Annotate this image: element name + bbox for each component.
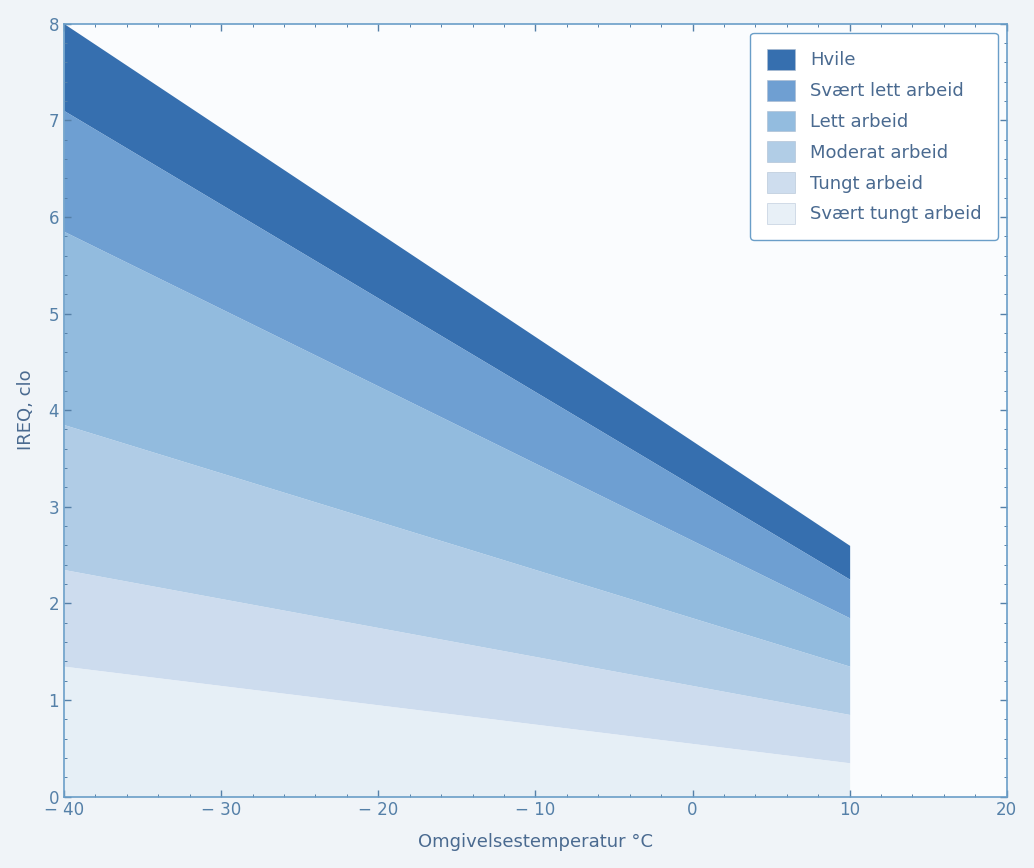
Y-axis label: IREQ, clo: IREQ, clo xyxy=(17,370,35,450)
X-axis label: Omgivelsestemperatur °C: Omgivelsestemperatur °C xyxy=(418,833,652,852)
Legend: Hvile, Svært lett arbeid, Lett arbeid, Moderat arbeid, Tungt arbeid, Svært tungt: Hvile, Svært lett arbeid, Lett arbeid, M… xyxy=(751,33,998,240)
